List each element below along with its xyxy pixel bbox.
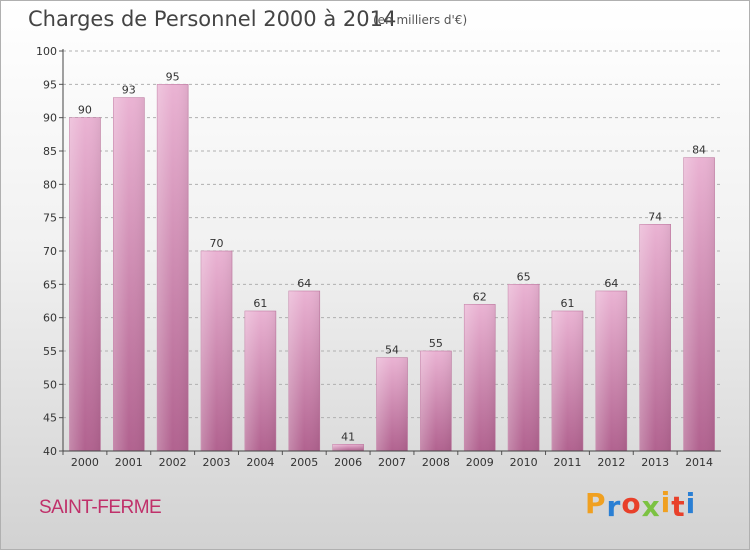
x-tick-label: 2001 [115, 456, 143, 469]
bar-shine [288, 291, 320, 451]
logo-letter: r [606, 490, 622, 523]
proxiti-logo: Proxiti [585, 486, 697, 523]
y-tick-label: 95 [43, 78, 57, 91]
value-label: 74 [648, 210, 662, 223]
x-tick-label: 2000 [71, 456, 99, 469]
value-label: 93 [122, 84, 136, 97]
logo-letter: i [660, 486, 672, 519]
x-tick-labels: 2000 2001 2002 2003 2004 2005 2006 2007 2008 2009… [71, 456, 713, 469]
x-tick-label: 2003 [203, 456, 231, 469]
y-tick-labels: 40 45 50 55 60 65 70 75 80 85 90 95 100 [36, 45, 57, 458]
x-tick-label: 2006 [334, 456, 362, 469]
value-label: 84 [692, 144, 706, 157]
x-tick-label: 2014 [685, 456, 713, 469]
y-tick-label: 85 [43, 145, 57, 158]
bar-shine [332, 444, 364, 451]
commune-name: SAINT-FERME [39, 497, 162, 518]
y-tick-label: 90 [43, 112, 57, 125]
x-tick-label: 2004 [246, 456, 274, 469]
value-label: 65 [517, 270, 531, 283]
value-label: 62 [473, 290, 487, 303]
value-label: 54 [385, 344, 399, 357]
bar-shine [201, 251, 233, 451]
value-label: 55 [429, 337, 443, 350]
y-tick-label: 60 [43, 312, 57, 325]
value-label: 61 [560, 297, 574, 310]
bar-shine [244, 311, 276, 451]
logo-letter: t [671, 490, 686, 523]
x-tick-label: 2012 [597, 456, 625, 469]
y-tick-label: 70 [43, 245, 57, 258]
y-tick-label: 45 [43, 412, 57, 425]
y-tick-label: 75 [43, 212, 57, 225]
axes [62, 49, 721, 452]
chart-subtitle: (en milliers d'€) [373, 13, 468, 27]
logo-letter: x [641, 490, 661, 523]
x-tick-label: 2011 [553, 456, 581, 469]
x-tick-label: 2002 [159, 456, 187, 469]
y-tick-label: 65 [43, 278, 57, 291]
logo-letter: P [585, 487, 607, 520]
logo-letter: o [621, 487, 642, 520]
bar-shine [113, 97, 145, 452]
value-label: 64 [604, 277, 618, 290]
chart-title: Charges de Personnel 2000 à 2014 [28, 7, 397, 31]
y-tick-label: 100 [36, 45, 57, 58]
y-tick-label: 50 [43, 378, 57, 391]
bar-shine [376, 357, 408, 451]
value-label: 90 [78, 104, 92, 117]
bar-shine [508, 284, 540, 451]
bar-shine [595, 291, 627, 451]
bar-shine [464, 304, 496, 451]
value-label: 64 [297, 277, 311, 290]
y-tick-label: 55 [43, 345, 57, 358]
x-tick-label: 2007 [378, 456, 406, 469]
x-tick-label: 2005 [290, 456, 318, 469]
bar-shine [420, 351, 452, 451]
x-tick-label: 2013 [641, 456, 669, 469]
value-labels: 90 93 95 70 61 64 41 54 55 62 65 61 64 74 84 [78, 70, 706, 443]
bar-shine [639, 224, 671, 451]
value-label: 70 [210, 237, 224, 250]
value-label: 61 [253, 297, 267, 310]
value-label: 41 [341, 430, 355, 443]
bar-shine [551, 311, 583, 451]
bar-shine [69, 117, 101, 452]
y-tick-label: 80 [43, 178, 57, 191]
value-label: 95 [166, 70, 180, 83]
y-tick-label: 40 [43, 445, 57, 458]
bar-shine [157, 84, 189, 451]
bar-shine [683, 157, 715, 451]
bars [69, 84, 715, 452]
x-tick-label: 2008 [422, 456, 450, 469]
x-tick-label: 2010 [510, 456, 538, 469]
logo-letter: i [685, 487, 697, 520]
x-tick-label: 2009 [466, 456, 494, 469]
